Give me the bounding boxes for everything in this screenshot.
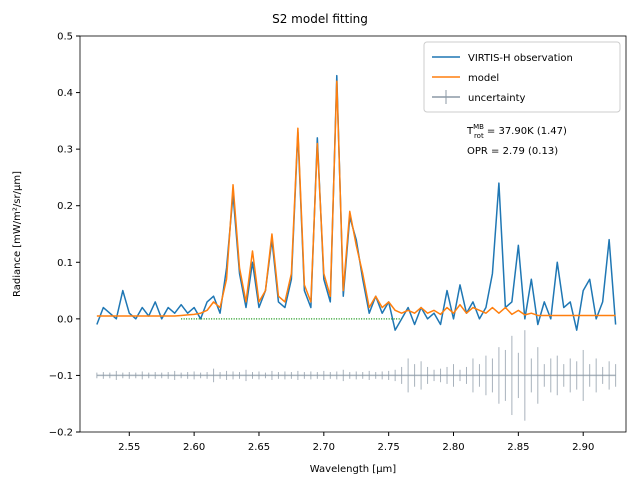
y-tick-label: 0.2 [57, 201, 73, 212]
series-line [96, 80, 616, 317]
y-tick-label: 0.0 [57, 314, 73, 325]
chart-title: S2 model fitting [272, 12, 368, 26]
x-tick-label: 2.85 [507, 442, 529, 453]
annotation-main: T [466, 126, 474, 137]
annotation-sup: MB [473, 123, 484, 131]
y-tick-label: 0.4 [57, 88, 73, 99]
x-tick-label: 2.55 [118, 442, 140, 453]
y-tick-label: 0.1 [57, 258, 73, 269]
x-tick-label: 2.65 [248, 442, 270, 453]
y-tick-label: −0.2 [49, 428, 73, 439]
legend-label: model [468, 73, 499, 84]
legend-label: VIRTIS-H observation [468, 53, 573, 64]
y-tick-label: −0.1 [49, 371, 73, 382]
plot-frame [79, 35, 627, 433]
x-tick-label: 2.80 [442, 442, 464, 453]
annotation-rest: = 37.90K (1.47) [484, 126, 567, 137]
series-line [96, 74, 617, 331]
legend-box [423, 41, 621, 113]
annotation-sub: rot [474, 132, 484, 140]
legend-label: uncertainty [468, 93, 526, 104]
x-tick-label: 2.60 [183, 442, 205, 453]
x-axis-label: Wavelength [μm] [310, 464, 397, 475]
annotation: OPR = 2.79 (0.13) [467, 146, 558, 157]
y-tick-label: 0.5 [57, 32, 73, 43]
x-tick-label: 2.90 [572, 442, 594, 453]
annotation: TMB rot = 37.90K (1.47) [466, 123, 567, 140]
x-tick-label: 2.75 [378, 442, 400, 453]
y-axis-label: Radiance [mW/m²/sr/μm] [12, 171, 23, 297]
x-tick-label: 2.70 [313, 442, 335, 453]
y-tick-label: 0.3 [57, 145, 73, 156]
